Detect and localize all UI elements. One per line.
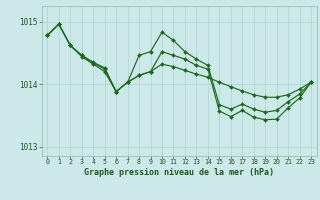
X-axis label: Graphe pression niveau de la mer (hPa): Graphe pression niveau de la mer (hPa) — [84, 168, 274, 177]
